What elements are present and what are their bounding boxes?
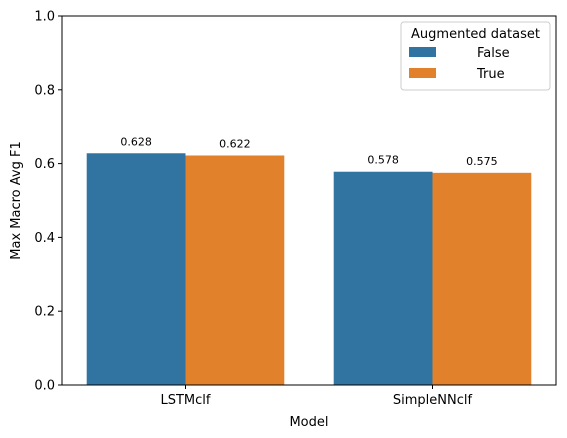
y-tick-label: 0.6 (34, 157, 55, 172)
bar-value-label: 0.575 (466, 155, 498, 168)
y-tick-label: 0.8 (34, 83, 55, 98)
x-tick-label: SimpleNNclf (393, 393, 473, 408)
bar-value-label: 0.622 (219, 137, 251, 150)
x-tick-label: LSTMclf (161, 393, 211, 408)
bar-SimpleNNclf-True (432, 172, 532, 385)
bar-value-label: 0.578 (367, 154, 399, 167)
legend-entry-label: False (477, 46, 510, 61)
y-tick-label: 0.2 (34, 305, 55, 320)
bar-value-label: 0.628 (120, 135, 152, 148)
bar-LSTMclf-False (86, 153, 186, 385)
y-tick-label: 0.4 (34, 231, 55, 246)
legend-box (400, 21, 551, 91)
legend-entry-label: True (476, 67, 505, 82)
y-axis-label: Max Macro Avg F1 (9, 141, 24, 259)
y-tick-label: 0.0 (34, 379, 55, 394)
bar-SimpleNNclf-False (333, 171, 433, 385)
legend-swatch-False (409, 47, 436, 57)
plot-frame (61, 15, 557, 386)
y-axis: 0.0 0.2 0.4 0.6 0.8 1.0 (34, 10, 62, 394)
bar-LSTMclf-True (185, 155, 285, 385)
legend: Augmented dataset False True (400, 21, 551, 91)
x-axis-label: Model (289, 415, 328, 430)
bars-layer (86, 153, 532, 385)
value-labels-layer: 0.628 0.578 0.622 0.575 (120, 135, 497, 168)
legend-title: Augmented dataset (411, 27, 540, 42)
y-tick-label: 1.0 (34, 10, 55, 25)
legend-swatch-True (409, 68, 436, 78)
x-axis: LSTMclf SimpleNNclf (161, 385, 473, 408)
